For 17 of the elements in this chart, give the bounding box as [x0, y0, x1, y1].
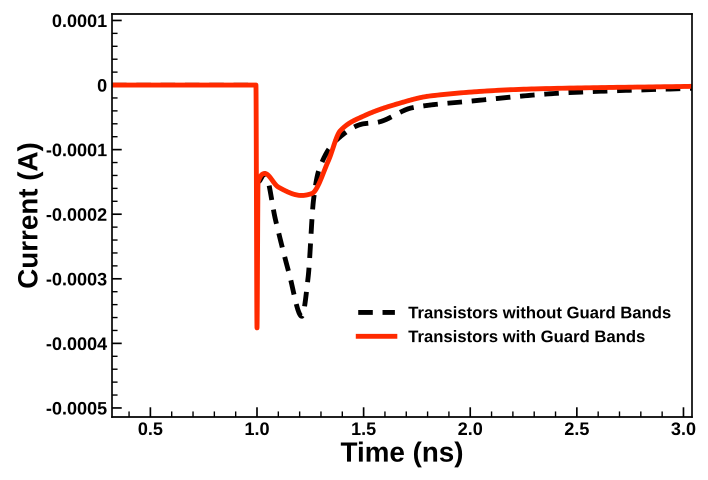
x-tick-label: 1.0 — [246, 422, 269, 436]
legend-label: Transistors with Guard Bands — [408, 330, 645, 342]
x-tick-label: 3.0 — [671, 422, 696, 436]
x-tick-label: 1.5 — [352, 422, 376, 436]
x-tick-label: 2.5 — [564, 422, 589, 436]
x-tick-label: 0.5 — [138, 422, 162, 436]
y-tick-label: 0 — [98, 78, 106, 92]
x-axis-title: Time (ns) — [340, 441, 462, 468]
y-tick-label: -0.0003 — [46, 272, 106, 286]
y-axis-title: Current (A) — [17, 144, 44, 288]
y-tick-label: -0.0001 — [46, 144, 107, 156]
legend-label: Transistors without Guard Bands — [408, 306, 671, 318]
y-tick-label: -0.0005 — [46, 402, 107, 415]
y-tick-label: -0.0002 — [46, 208, 106, 221]
x-tick-label: 2.0 — [458, 422, 482, 436]
y-tick-label: 0.0001 — [52, 14, 107, 28]
y-tick-label: -0.0004 — [46, 337, 108, 350]
